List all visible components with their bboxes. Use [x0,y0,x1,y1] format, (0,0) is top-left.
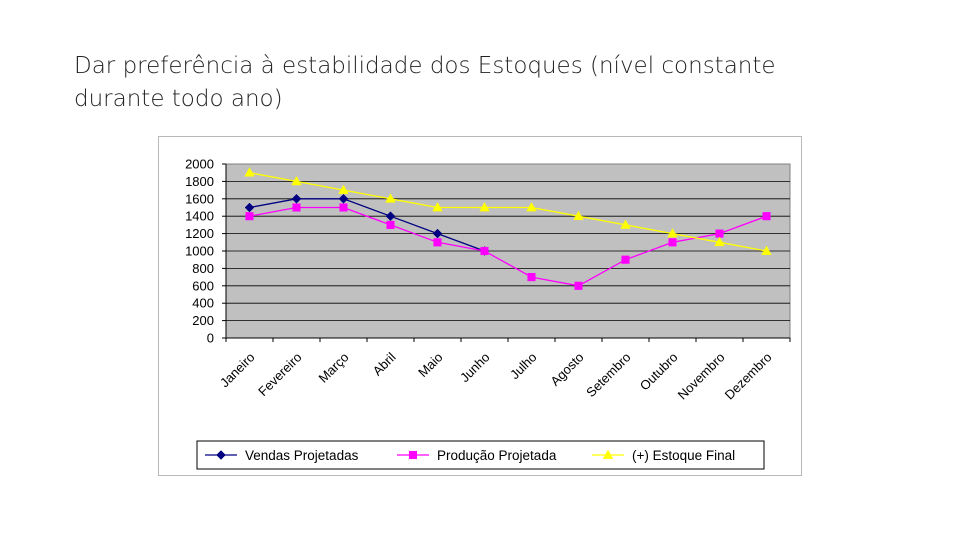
legend: Vendas Projetadas Produção Projetada (+) E… [196,440,765,470]
data-point [762,212,771,221]
data-point [292,203,301,212]
series [244,167,772,290]
series-2 [245,203,771,290]
x-tick-label: Novembro [675,350,728,403]
data-point [620,219,631,229]
x-tick-label: Julho [507,350,540,383]
y-tick-label: 2000 [185,157,214,172]
y-tick-label: 1000 [185,244,214,259]
data-point [573,210,584,221]
x-tick-label: Dezembro [722,350,775,403]
legend-marker [408,450,418,460]
chart-frame: 0 200 400 600 800 1000 1200 1400 1600 1800 2000 Ja… [158,136,802,476]
data-point [761,245,772,255]
grid-lines [226,181,790,322]
y-tick-label: 600 [192,278,214,293]
y-tick-label: 400 [192,296,214,311]
data-point [715,229,724,238]
data-point [574,281,583,290]
x-tick-label: Outubro [637,350,681,394]
y-tick-label: 1600 [185,191,214,206]
legend-marker [602,449,614,459]
data-point [338,184,349,194]
y-tick-label: 800 [192,261,214,276]
data-point [244,202,255,213]
series-line [249,206,767,287]
data-point [385,211,396,222]
data-point [385,193,396,203]
y-tick-label: 1200 [185,226,214,241]
data-point [668,238,677,247]
data-point [432,201,443,212]
data-point [245,212,254,221]
data-point [386,220,395,229]
data-point [291,175,302,186]
series-line [249,172,767,252]
y-tick-label: 200 [192,313,214,328]
data-point [433,238,442,247]
x-tick-label: Março [315,350,351,386]
data-point [338,193,349,204]
legend-label: Vendas Projetadas [245,448,359,463]
data-point [480,246,489,256]
data-point [479,201,490,212]
y-tick-labels: 0 200 400 600 800 1000 1200 1400 1600 1800 2000 [185,157,214,346]
x-tick-label: Junho [457,350,493,386]
data-point [291,193,302,204]
series-3 [244,167,772,255]
data-point [339,203,348,212]
data-point [244,167,255,177]
x-tick-label: Setembro [583,350,633,400]
data-point [432,228,443,239]
legend-label: (+) Estoque Final [632,448,735,463]
x-tick-label: Maio [415,350,446,381]
x-tick-label: Abril [370,349,399,378]
data-point [526,201,537,212]
x-tick-label: Fevereiro [255,350,304,399]
line-chart: 0 200 400 600 800 1000 1200 1400 1600 1800 2000 Ja… [185,157,791,470]
y-tick-label: 1400 [185,209,214,224]
legend-box [196,440,765,470]
slide-title: Dar preferência à estabilidade dos Estoq… [74,53,776,112]
y-tick-label: 1800 [185,174,214,189]
data-point [667,228,678,238]
x-tick-label: Agosto [547,350,586,389]
axes [222,163,791,342]
legend-marker [216,450,226,460]
x-tick-label: Janeiro [217,350,258,391]
data-point [621,255,630,264]
data-point [527,273,536,282]
series-1 [244,193,490,256]
legend-label: Produção Projetada [437,448,557,463]
y-tick-label: 0 [207,331,214,346]
data-point [714,236,725,247]
series-line [249,198,485,252]
